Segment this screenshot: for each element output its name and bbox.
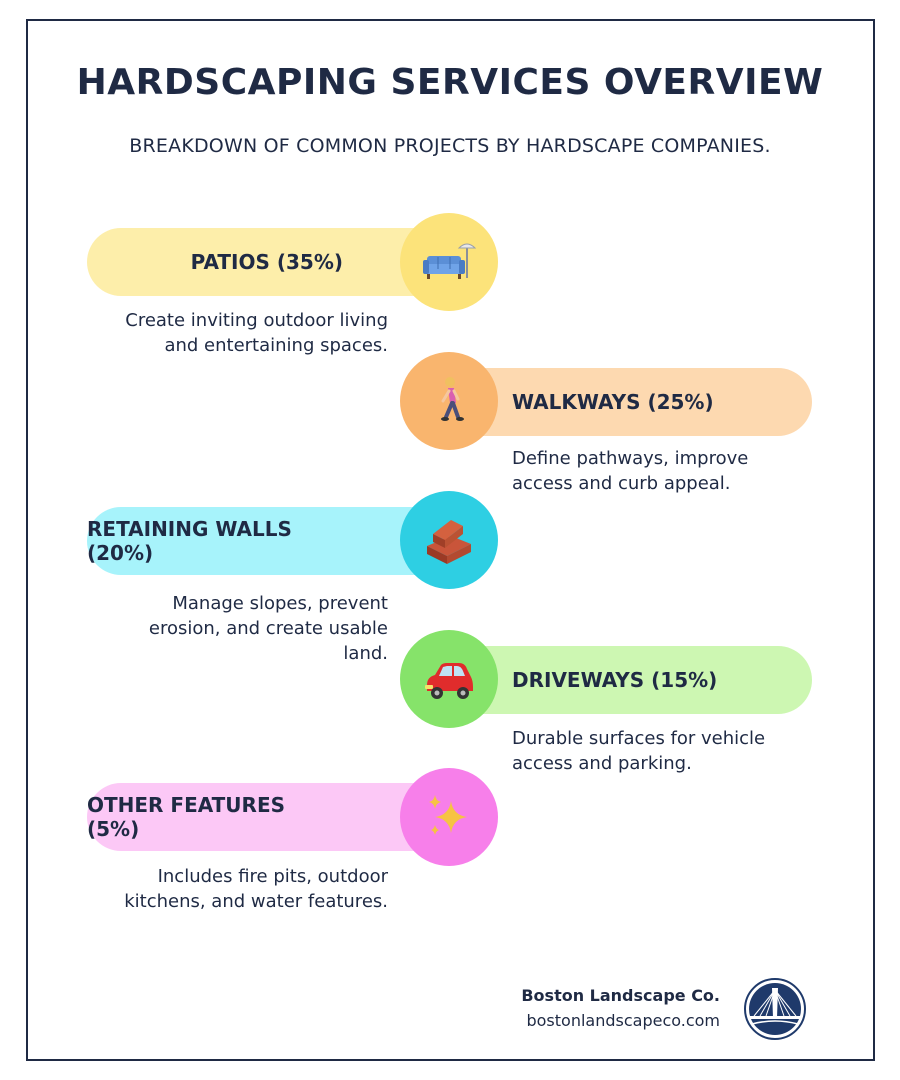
- couch-and-lamp-icon: [423, 243, 477, 279]
- service-icon-circle-walkways: [400, 352, 498, 450]
- service-description-driveways: Durable surfaces for vehicle access and …: [512, 728, 766, 774]
- service-pill-driveways: DRIVEWAYS (15%): [440, 646, 812, 714]
- bricks-icon: [427, 520, 471, 564]
- service-description-walkways: Define pathways, improve access and curb…: [512, 448, 749, 494]
- service-icon-circle-patios: [400, 213, 498, 311]
- service-label: OTHER FEATURES (5%): [87, 793, 286, 841]
- page-title: HARDSCAPING SERVICES OVERVIEW: [76, 62, 824, 103]
- company-name: Boston Landscape Co.: [521, 986, 720, 1005]
- service-pill-walkways: WALKWAYS (25%): [440, 368, 812, 436]
- sparkles-icon: [429, 795, 467, 835]
- page-subtitle: BREAKDOWN OF COMMON PROJECTS BY HARDSCAP…: [129, 135, 771, 157]
- service-label: RETAINING WALLS (20%): [87, 517, 292, 565]
- car-icon: [425, 663, 473, 699]
- service-icon-circle-retaining-walls: [400, 491, 498, 589]
- service-icon-circle-other-features: [400, 768, 498, 866]
- service-pill-patios: PATIOS (35%): [87, 228, 457, 296]
- company-website: bostonlandscapeco.com: [526, 1011, 720, 1030]
- service-icon-circle-driveways: [400, 630, 498, 728]
- service-label: DRIVEWAYS (15%): [512, 668, 718, 692]
- service-description-patios: Create inviting outdoor living and enter…: [125, 310, 388, 356]
- service-pill-retaining-walls: RETAINING WALLS (20%): [87, 507, 457, 575]
- service-label: PATIOS (35%): [190, 250, 343, 274]
- service-label: WALKWAYS (25%): [512, 390, 714, 414]
- person-walking-icon: [441, 377, 464, 421]
- service-pill-other-features: OTHER FEATURES (5%): [87, 783, 457, 851]
- bridge-logo-icon: [744, 978, 806, 1040]
- service-description-retaining-walls: Manage slopes, prevent erosion, and crea…: [148, 593, 388, 664]
- service-description-other-features: Includes fire pits, outdoor kitchens, an…: [124, 866, 388, 912]
